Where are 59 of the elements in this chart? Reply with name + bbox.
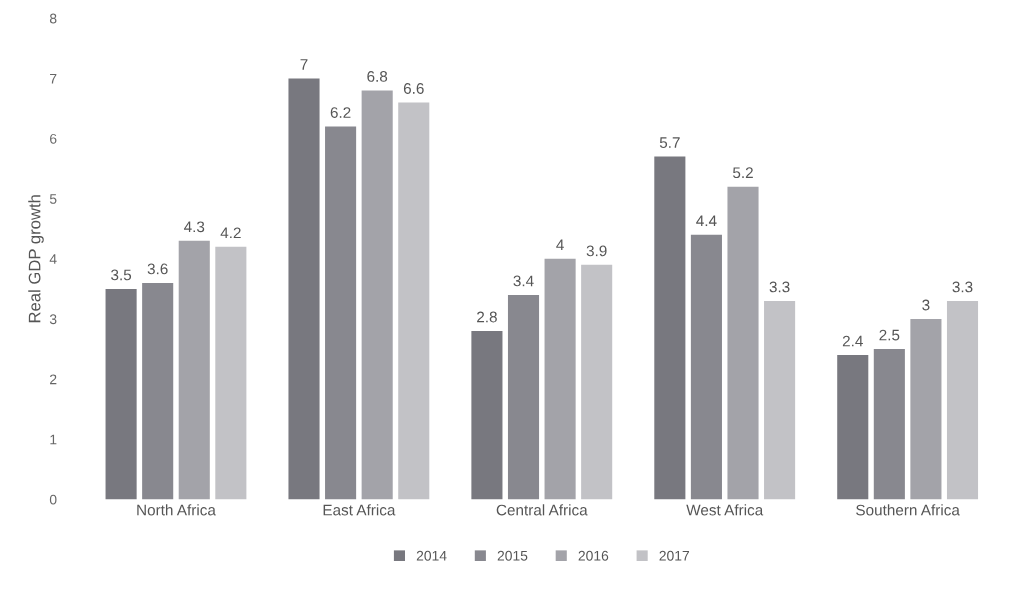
y-tick-label: 5: [49, 194, 57, 204]
data-label: 3.4: [513, 275, 534, 287]
bar: [654, 156, 686, 500]
data-label: 2.8: [477, 311, 497, 323]
data-label: 6.8: [367, 71, 388, 82]
bar: [325, 126, 357, 500]
bar: [361, 90, 393, 500]
legend-label: 2016: [578, 550, 609, 561]
y-tick-label: 0: [49, 494, 57, 505]
bar: [288, 78, 320, 500]
y-tick-label: 6: [50, 133, 57, 144]
data-label: 4.3: [183, 221, 205, 233]
bar: [471, 330, 503, 500]
x-tick-label: North Africa: [137, 504, 216, 516]
bar: [178, 240, 210, 500]
bar: [910, 318, 942, 500]
bar: [105, 288, 137, 500]
bar: [764, 300, 796, 500]
data-label: 6.6: [403, 83, 424, 94]
y-tick-label: 2: [50, 374, 57, 385]
data-label: 3.5: [111, 269, 132, 281]
data-label: 2.4: [842, 335, 863, 347]
data-label: 4: [556, 239, 564, 251]
bar: [215, 246, 247, 500]
y-axis-title: Real GDP growth: [28, 195, 44, 323]
data-label: 5.2: [733, 167, 753, 179]
data-label: 6.2: [330, 107, 351, 118]
data-label: 3.6: [147, 263, 168, 275]
y-tick-label: 3: [49, 314, 57, 325]
y-tick-label: 8: [49, 13, 57, 24]
bar: [544, 258, 576, 500]
y-tick-label: 4: [49, 254, 57, 264]
x-tick-label: West Africa: [686, 504, 764, 516]
x-tick-label: Southern Africa: [856, 504, 960, 516]
y-tick-label: 7: [50, 73, 57, 84]
data-label: 3.3: [952, 281, 973, 293]
data-label: 7: [300, 59, 308, 70]
bar: [581, 264, 613, 500]
data-label: 3: [922, 299, 930, 311]
bar: [398, 102, 430, 500]
legend-label: 2017: [659, 550, 690, 561]
bar: [142, 282, 174, 500]
legend-label: 2014: [416, 550, 447, 561]
bar: [946, 300, 979, 500]
legend-label: 2015: [497, 550, 528, 561]
bar: [727, 186, 759, 500]
data-label: 3.3: [769, 281, 790, 293]
data-label: 5.7: [659, 137, 680, 149]
bar: [837, 355, 869, 500]
data-label: 4.4: [696, 215, 717, 227]
x-tick-label: Central Africa: [496, 504, 588, 516]
x-tick-label: East Africa: [323, 504, 396, 516]
y-tick-label: 1: [50, 434, 57, 445]
bar: [873, 349, 905, 500]
data-label: 3.9: [586, 245, 607, 257]
data-label: 4.2: [220, 227, 241, 239]
bar: [507, 294, 540, 500]
data-label: 2.5: [879, 329, 900, 341]
bar: [690, 234, 722, 500]
